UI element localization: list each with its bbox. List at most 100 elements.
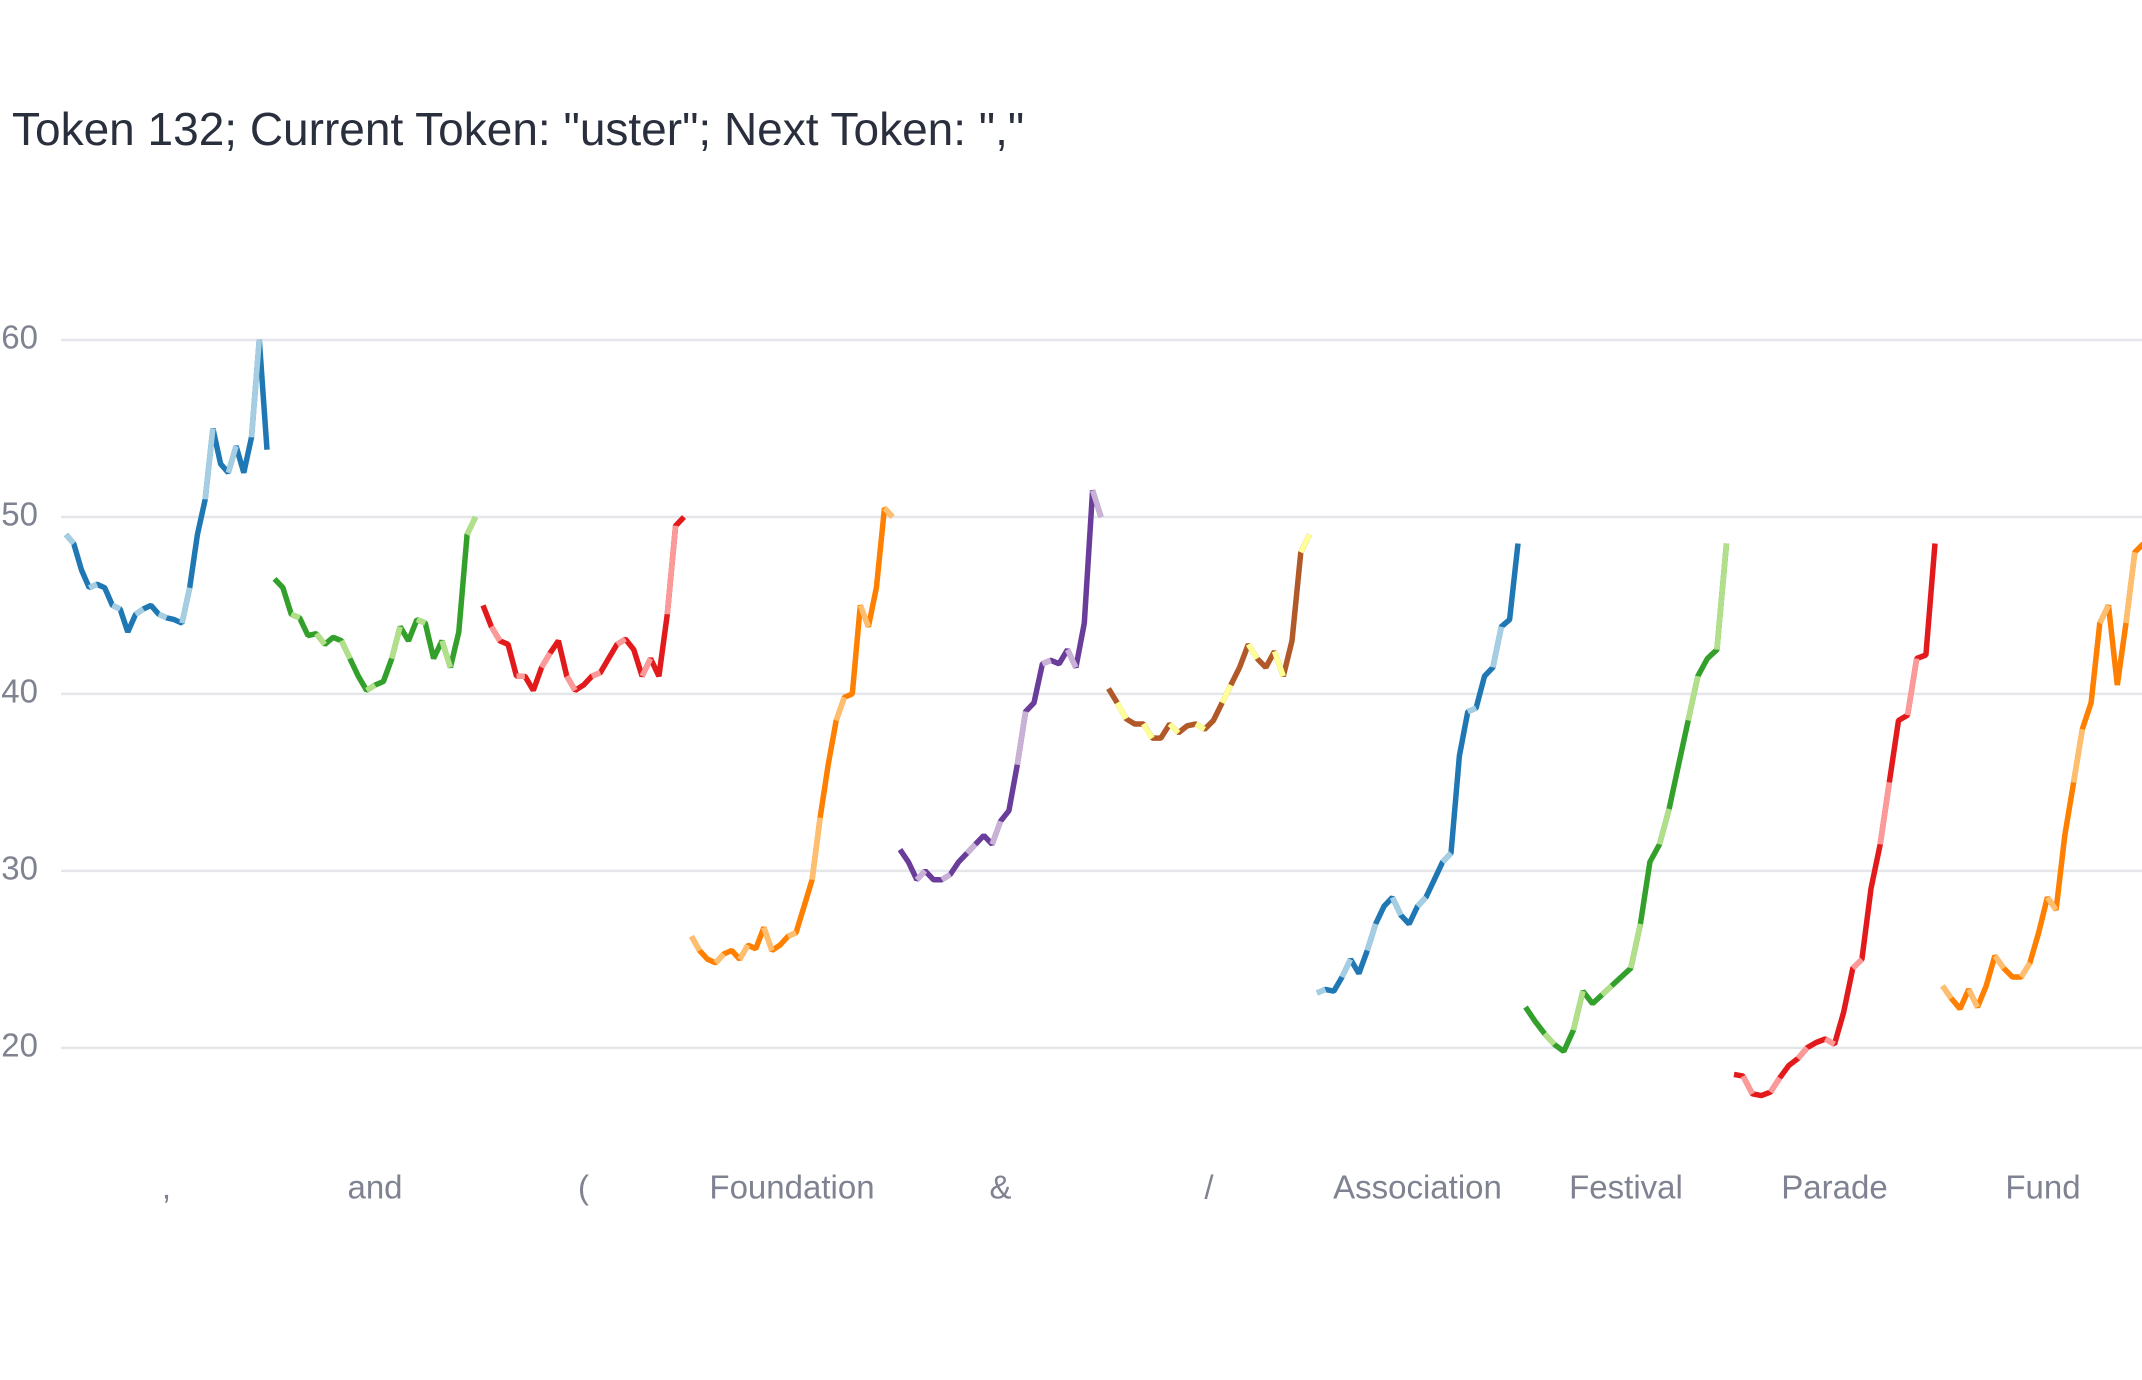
line (63, 339, 270, 634)
line-highlight (1685, 675, 1701, 722)
line-highlight (914, 868, 928, 882)
line-highlight (1271, 650, 1286, 678)
line-highlight (1714, 543, 1730, 650)
line-highlight (248, 339, 263, 438)
line-highlight (1065, 648, 1079, 669)
x-tick-label: & (989, 1169, 1011, 1206)
line-highlight (1114, 701, 1129, 721)
line-highlight (590, 670, 602, 679)
x-tick-label: ( (578, 1169, 589, 1206)
line-highlight (290, 611, 301, 621)
line-highlight (689, 934, 702, 952)
line-highlight (314, 632, 327, 647)
line-highlight (2123, 552, 2138, 624)
line-highlight (857, 604, 871, 628)
line-highlight (1940, 984, 1954, 1000)
line-highlight (1795, 1046, 1810, 1061)
line-highlight (111, 602, 122, 612)
line (1315, 543, 1521, 996)
line-highlight (1389, 896, 1404, 917)
line-highlight (1877, 781, 1893, 845)
line-highlight (1194, 721, 1207, 732)
line-highlight (1850, 957, 1864, 971)
line-highlight (1141, 722, 1155, 740)
line-highlight (339, 639, 353, 660)
line-highlight (489, 625, 503, 643)
chart-title: Token 132; Current Token: "uster"; Next … (12, 103, 1024, 155)
line-highlight (833, 696, 847, 722)
line-highlight (1490, 626, 1504, 668)
line-highlight (1656, 808, 1672, 846)
line-highlight (157, 611, 168, 621)
line-highlight (464, 515, 478, 536)
y-tick-label: 20 (1, 1027, 38, 1064)
line-highlight (2097, 604, 2112, 625)
line-highlight (615, 636, 627, 647)
line (1733, 543, 1938, 1099)
line-highlight (2070, 728, 2086, 783)
line-highlight (1966, 988, 1980, 1009)
line-highlight (539, 651, 553, 669)
line-highlight (786, 930, 798, 939)
line (480, 515, 686, 693)
y-tick-label: 60 (1, 319, 38, 356)
line-highlight (2045, 895, 2059, 912)
line-highlight (1823, 1036, 1836, 1047)
x-tick-label: Association (1333, 1169, 1502, 1206)
line-highlight (1570, 990, 1586, 1031)
x-tick-label: Fund (2005, 1169, 2080, 1206)
line-highlight (1628, 923, 1644, 969)
line (897, 489, 1104, 883)
line-highlight (1440, 851, 1453, 864)
line-highlight (713, 952, 726, 965)
line (272, 515, 478, 693)
line-highlight (202, 428, 216, 500)
line-highlight (882, 506, 895, 519)
line-highlight (134, 606, 145, 617)
line-highlight (940, 872, 952, 883)
line-highlight (1992, 954, 2006, 970)
line-highlight (564, 674, 578, 692)
line-highlight (664, 525, 679, 615)
line-highlight (1904, 658, 1920, 716)
line-highlight (365, 682, 377, 693)
line-highlight (389, 625, 403, 660)
x-tick-label: and (347, 1169, 402, 1206)
line-highlight (63, 532, 76, 546)
line-highlight (1245, 642, 1260, 660)
line-highlight (1298, 533, 1312, 554)
line-highlight (761, 926, 775, 952)
line-highlight (965, 842, 978, 856)
line-highlight (639, 657, 653, 678)
line-highlight (1364, 923, 1379, 952)
line-highlight (2018, 961, 2033, 979)
line-highlight (989, 820, 1004, 846)
line-highlight (1415, 895, 1428, 909)
line-highlight (1542, 1031, 1557, 1047)
y-tick-label: 50 (1, 496, 38, 533)
line-highlight (1315, 986, 1327, 996)
line-highlight (1600, 983, 1614, 997)
line-highlight (1167, 722, 1181, 735)
y-tick-label: 40 (1, 673, 38, 710)
line-highlight (809, 817, 823, 881)
line-highlight (415, 617, 427, 626)
y-tick-label: 30 (1, 850, 38, 887)
x-tick-label: Parade (1781, 1169, 1887, 1206)
x-tick-label: Foundation (709, 1169, 874, 1206)
line-highlight (179, 587, 193, 624)
x-tick-label: Festival (1569, 1169, 1683, 1206)
x-tick-label: / (1204, 1169, 1214, 1206)
line-highlight (1090, 489, 1104, 518)
line-highlight (1466, 705, 1478, 715)
line-highlight (1041, 657, 1052, 667)
line-highlight (1014, 711, 1029, 766)
line-highlight (1768, 1076, 1782, 1094)
line (689, 506, 895, 966)
line-highlight (439, 639, 453, 669)
line (1106, 533, 1312, 741)
line-highlight (88, 581, 99, 591)
line-highlight (737, 943, 751, 961)
line-highlight (1219, 683, 1234, 704)
